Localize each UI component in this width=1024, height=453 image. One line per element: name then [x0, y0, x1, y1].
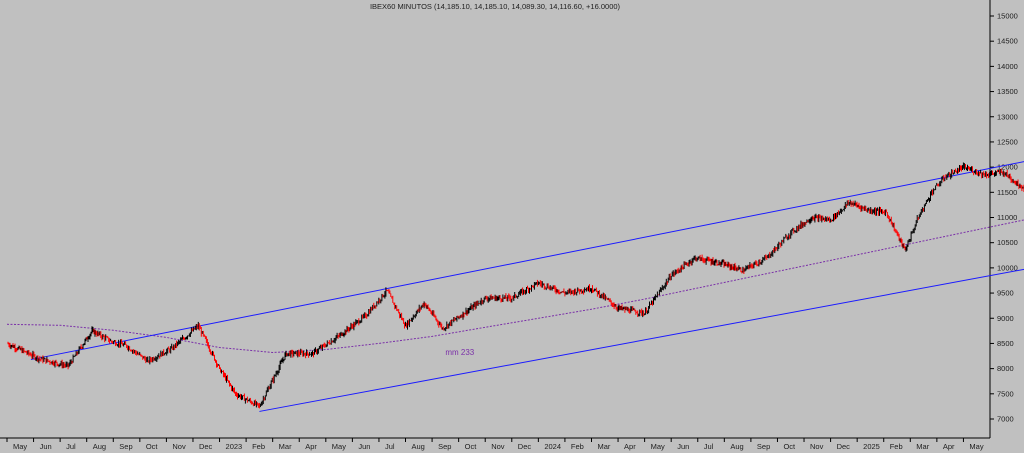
ma-label: mm 233: [445, 348, 474, 357]
x-axis: May Jun Jul Aug Sep Oct Nov Dec 2023 Feb Mar Apr May…: [0, 437, 990, 451]
chart-title: IBEX60 MINUTOS (14,185.10, 14,185.10, 14…: [370, 2, 621, 11]
x-tick-label: 2025: [863, 442, 880, 451]
y-tick-label: 14000: [997, 62, 1018, 71]
x-tick-label: Mar: [279, 442, 292, 451]
x-tick-label: Oct: [146, 442, 159, 451]
x-tick-label: Mar: [597, 442, 610, 451]
x-tick-label: Apr: [943, 442, 955, 451]
x-tick-label: Dec: [518, 442, 532, 451]
y-tick-label: 9000: [997, 314, 1014, 323]
x-tick-label: Sep: [119, 442, 132, 451]
y-tick-label: 15000: [997, 12, 1018, 21]
y-tick-label: 12500: [997, 137, 1018, 146]
x-tick-label: Jul: [66, 442, 76, 451]
y-tick-label: 13500: [997, 87, 1018, 96]
y-axis: 15000 14500 14000 13500 13000 12500 12000 11500…: [989, 0, 1018, 438]
x-tick-label: 2024: [544, 442, 561, 451]
x-tick-label: Jul: [704, 442, 714, 451]
y-tick-label: 10000: [997, 263, 1018, 272]
x-tick-label: Sep: [438, 442, 451, 451]
y-tick-label: 7000: [997, 415, 1014, 424]
x-tick-label: Nov: [172, 442, 186, 451]
x-tick-label: Feb: [571, 442, 584, 451]
x-tick-label: Dec: [837, 442, 851, 451]
y-tick-label: 12000: [997, 163, 1018, 172]
x-tick-label: Oct: [783, 442, 796, 451]
moving-average-layer: [6, 219, 1024, 354]
upper-channel-line: [30, 161, 1024, 361]
x-tick-label: 2023: [226, 442, 243, 451]
x-tick-label: Mar: [916, 442, 929, 451]
y-tick-label: 11500: [997, 188, 1017, 197]
x-tick-label: May: [13, 442, 27, 451]
x-tick-label: Sep: [757, 442, 770, 451]
annotations-layer: mm 233: [445, 348, 474, 357]
x-tick-label: Apr: [624, 442, 636, 451]
x-tick-label: Feb: [890, 442, 903, 451]
x-tick-label: Jul: [385, 442, 395, 451]
x-tick-label: Jun: [358, 442, 370, 451]
x-tick-label: May: [651, 442, 665, 451]
x-tick-label: Aug: [93, 442, 106, 451]
x-tick-label: Jun: [677, 442, 689, 451]
x-tick-label: Apr: [305, 442, 317, 451]
price-bars-layer: [7, 162, 1024, 409]
x-tick-label: Jun: [40, 442, 52, 451]
x-tick-label: May: [332, 442, 346, 451]
y-tick-label: 8000: [997, 364, 1014, 373]
y-tick-label: 13000: [997, 112, 1018, 121]
x-tick-label: Feb: [252, 442, 265, 451]
y-tick-label: 7500: [997, 389, 1014, 398]
x-tick-label: Aug: [412, 442, 425, 451]
y-tick-label: 14500: [997, 37, 1018, 46]
x-tick-label: Oct: [465, 442, 478, 451]
x-tick-label: May: [969, 442, 983, 451]
x-tick-label: Aug: [730, 442, 743, 451]
y-tick-label: 10500: [997, 238, 1018, 247]
x-tick-label: Nov: [810, 442, 824, 451]
lower-channel-line: [259, 268, 1024, 412]
channel-lines-layer: [30, 161, 1024, 412]
y-tick-label: 11000: [997, 213, 1017, 222]
x-tick-label: Dec: [199, 442, 213, 451]
x-tick-label: Nov: [491, 442, 505, 451]
y-tick-label: 9500: [997, 289, 1014, 298]
y-tick-label: 8500: [997, 339, 1014, 348]
moving-average-line: [6, 219, 1024, 354]
